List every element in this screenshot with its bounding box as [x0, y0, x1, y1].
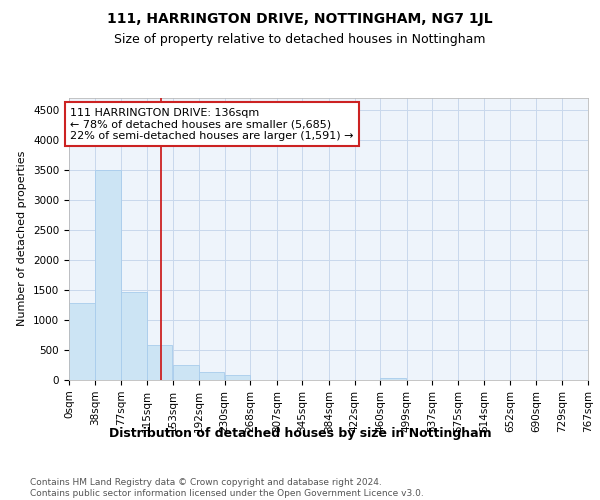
Bar [69, 303, 95, 380]
Text: 111 HARRINGTON DRIVE: 136sqm
← 78% of detached houses are smaller (5,685)
22% of: 111 HARRINGTON DRIVE: 136sqm ← 78% of de… [70, 108, 354, 141]
Text: 111, HARRINGTON DRIVE, NOTTINGHAM, NG7 1JL: 111, HARRINGTON DRIVE, NOTTINGHAM, NG7 1… [107, 12, 493, 26]
Bar [95, 170, 121, 380]
Text: Distribution of detached houses by size in Nottingham: Distribution of detached houses by size … [109, 428, 491, 440]
Y-axis label: Number of detached properties: Number of detached properties [17, 151, 28, 326]
Bar [225, 375, 250, 380]
Text: Contains HM Land Registry data © Crown copyright and database right 2024.
Contai: Contains HM Land Registry data © Crown c… [30, 478, 424, 498]
Bar [173, 365, 199, 380]
Bar [147, 345, 172, 380]
Bar [199, 372, 224, 380]
Bar [380, 378, 406, 380]
Text: Size of property relative to detached houses in Nottingham: Size of property relative to detached ho… [114, 32, 486, 46]
Bar [121, 292, 146, 380]
